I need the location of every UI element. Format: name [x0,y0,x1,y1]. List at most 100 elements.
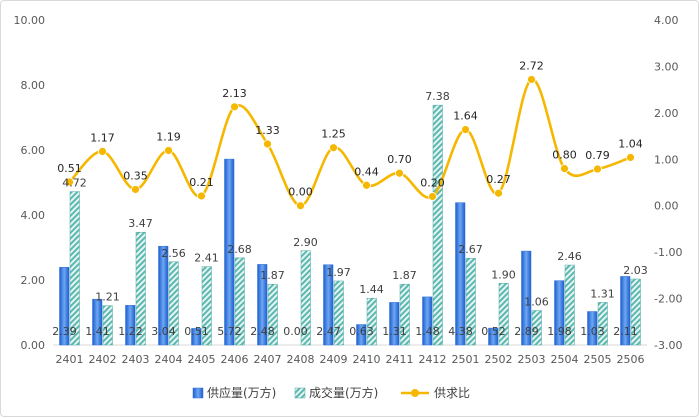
ratio-point [494,188,503,198]
legend-label-deal: 成交量(万方) [309,385,378,400]
supply-bar [59,267,70,346]
deal-value-label: 1.21 [95,291,120,304]
supply-value-label: 1.31 [382,325,407,338]
x-tick-label: 2502 [485,353,513,366]
deal-value-label: 1.87 [260,269,285,282]
x-tick-label: 2410 [353,353,381,366]
deal-value-label: 2.03 [623,264,648,277]
deal-bar [69,191,80,346]
ratio-point [560,164,569,173]
supply-bar [323,264,334,346]
ratio-point [296,201,305,211]
supply-value-label: 1.48 [415,325,440,338]
x-tick-label: 2402 [89,353,117,366]
ratio-value-label: 0.27 [486,173,511,186]
x-tick-label: 2407 [254,353,282,366]
supply-bar [92,298,103,346]
deal-bar [465,257,476,346]
ratio-point [164,146,173,155]
deal-value-label: 1.31 [590,287,615,300]
supply-bar [224,158,235,346]
supply-value-label: 0.51 [184,325,209,338]
supply-bar [257,264,268,346]
supply-value-label: 1.22 [118,325,143,338]
right-tick-label: -3.00 [654,339,682,352]
ratio-point [197,191,206,201]
left-tick-label: 0.00 [21,339,46,352]
ratio-value-label: 0.80 [552,149,577,162]
right-tick-label: 0.00 [654,200,679,213]
x-tick-label: 2403 [122,353,150,366]
legend-swatch-supply [192,387,204,399]
deal-value-label: 2.90 [293,236,318,249]
ratio-value-label: 1.33 [255,124,280,137]
ratio-value-label: 2.72 [519,59,544,72]
supply-bar [158,245,169,346]
supply-bar [587,311,598,346]
deal-value-label: 1.90 [491,268,516,281]
ratio-line [68,78,632,208]
supply-bar [125,305,136,346]
deal-value-label: 1.97 [326,266,351,279]
ratio-value-label: 1.64 [453,110,478,123]
ratio-point [230,102,239,112]
x-tick-label: 2503 [518,353,546,366]
supply-value-label: 1.41 [85,325,110,338]
ratio-point [65,177,74,187]
deal-value-label: 1.87 [392,269,417,282]
supply-value-label: 2.48 [250,325,275,338]
right-tick-label: -1.00 [654,246,682,259]
deal-bar [399,283,410,346]
deal-bar [267,283,278,346]
x-tick-label: 2505 [584,353,612,366]
ratio-point [593,164,602,174]
ratio-value-label: 0.44 [354,165,379,178]
supply-bar [389,302,400,346]
deal-bar [300,250,311,346]
right-tick-label: 3.00 [654,60,679,73]
x-tick-label: 2504 [551,353,579,366]
supply-value-label: 3.04 [151,325,176,338]
deal-value-label: 3.47 [128,217,153,230]
ratio-point [527,75,536,84]
ratio-point [131,185,140,194]
right-tick-label: 1.00 [654,153,679,166]
supply-bar [521,250,532,346]
legend-marker-ratio [411,389,419,397]
deal-bar [597,302,608,346]
left-tick-label: 6.00 [21,144,46,157]
deal-value-label: 1.44 [359,283,384,296]
supply-bar [422,296,433,346]
ratio-value-label: 0.20 [420,176,445,189]
ratio-value-label: 0.79 [585,149,610,162]
legend-swatch-deal [294,387,306,399]
x-tick-label: 2411 [386,353,414,366]
deal-bar [432,104,443,346]
deal-value-label: 2.41 [194,252,219,265]
ratio-value-label: 0.21 [189,176,214,189]
right-tick-label: -2.00 [654,293,682,306]
right-tick-label: 4.00 [654,14,679,27]
ratio-value-label: 1.25 [321,128,346,141]
supply-bar [488,327,499,346]
supply-bar [554,280,565,346]
deal-value-label: 2.67 [458,243,483,256]
supply-bar [620,276,631,346]
left-tick-label: 8.00 [21,79,46,92]
ratio-value-label: 0.51 [57,162,82,175]
ratio-point [461,125,470,134]
supply-value-label: 0.52 [481,325,506,338]
right-tick-label: 2.00 [654,107,679,120]
supply-value-label: 0.00 [283,325,308,338]
ratio-point [395,168,404,178]
deal-bar [564,264,575,346]
bars-layer [59,104,641,346]
deal-bar [366,297,377,346]
legend-label-supply: 供应量(万方) [207,385,276,400]
deal-value-label: 2.68 [227,243,252,256]
deal-bar [102,305,113,346]
ratio-value-label: 0.00 [288,186,313,199]
supply-value-label: 2.11 [613,325,638,338]
supply-value-label: 5.72 [217,325,242,338]
